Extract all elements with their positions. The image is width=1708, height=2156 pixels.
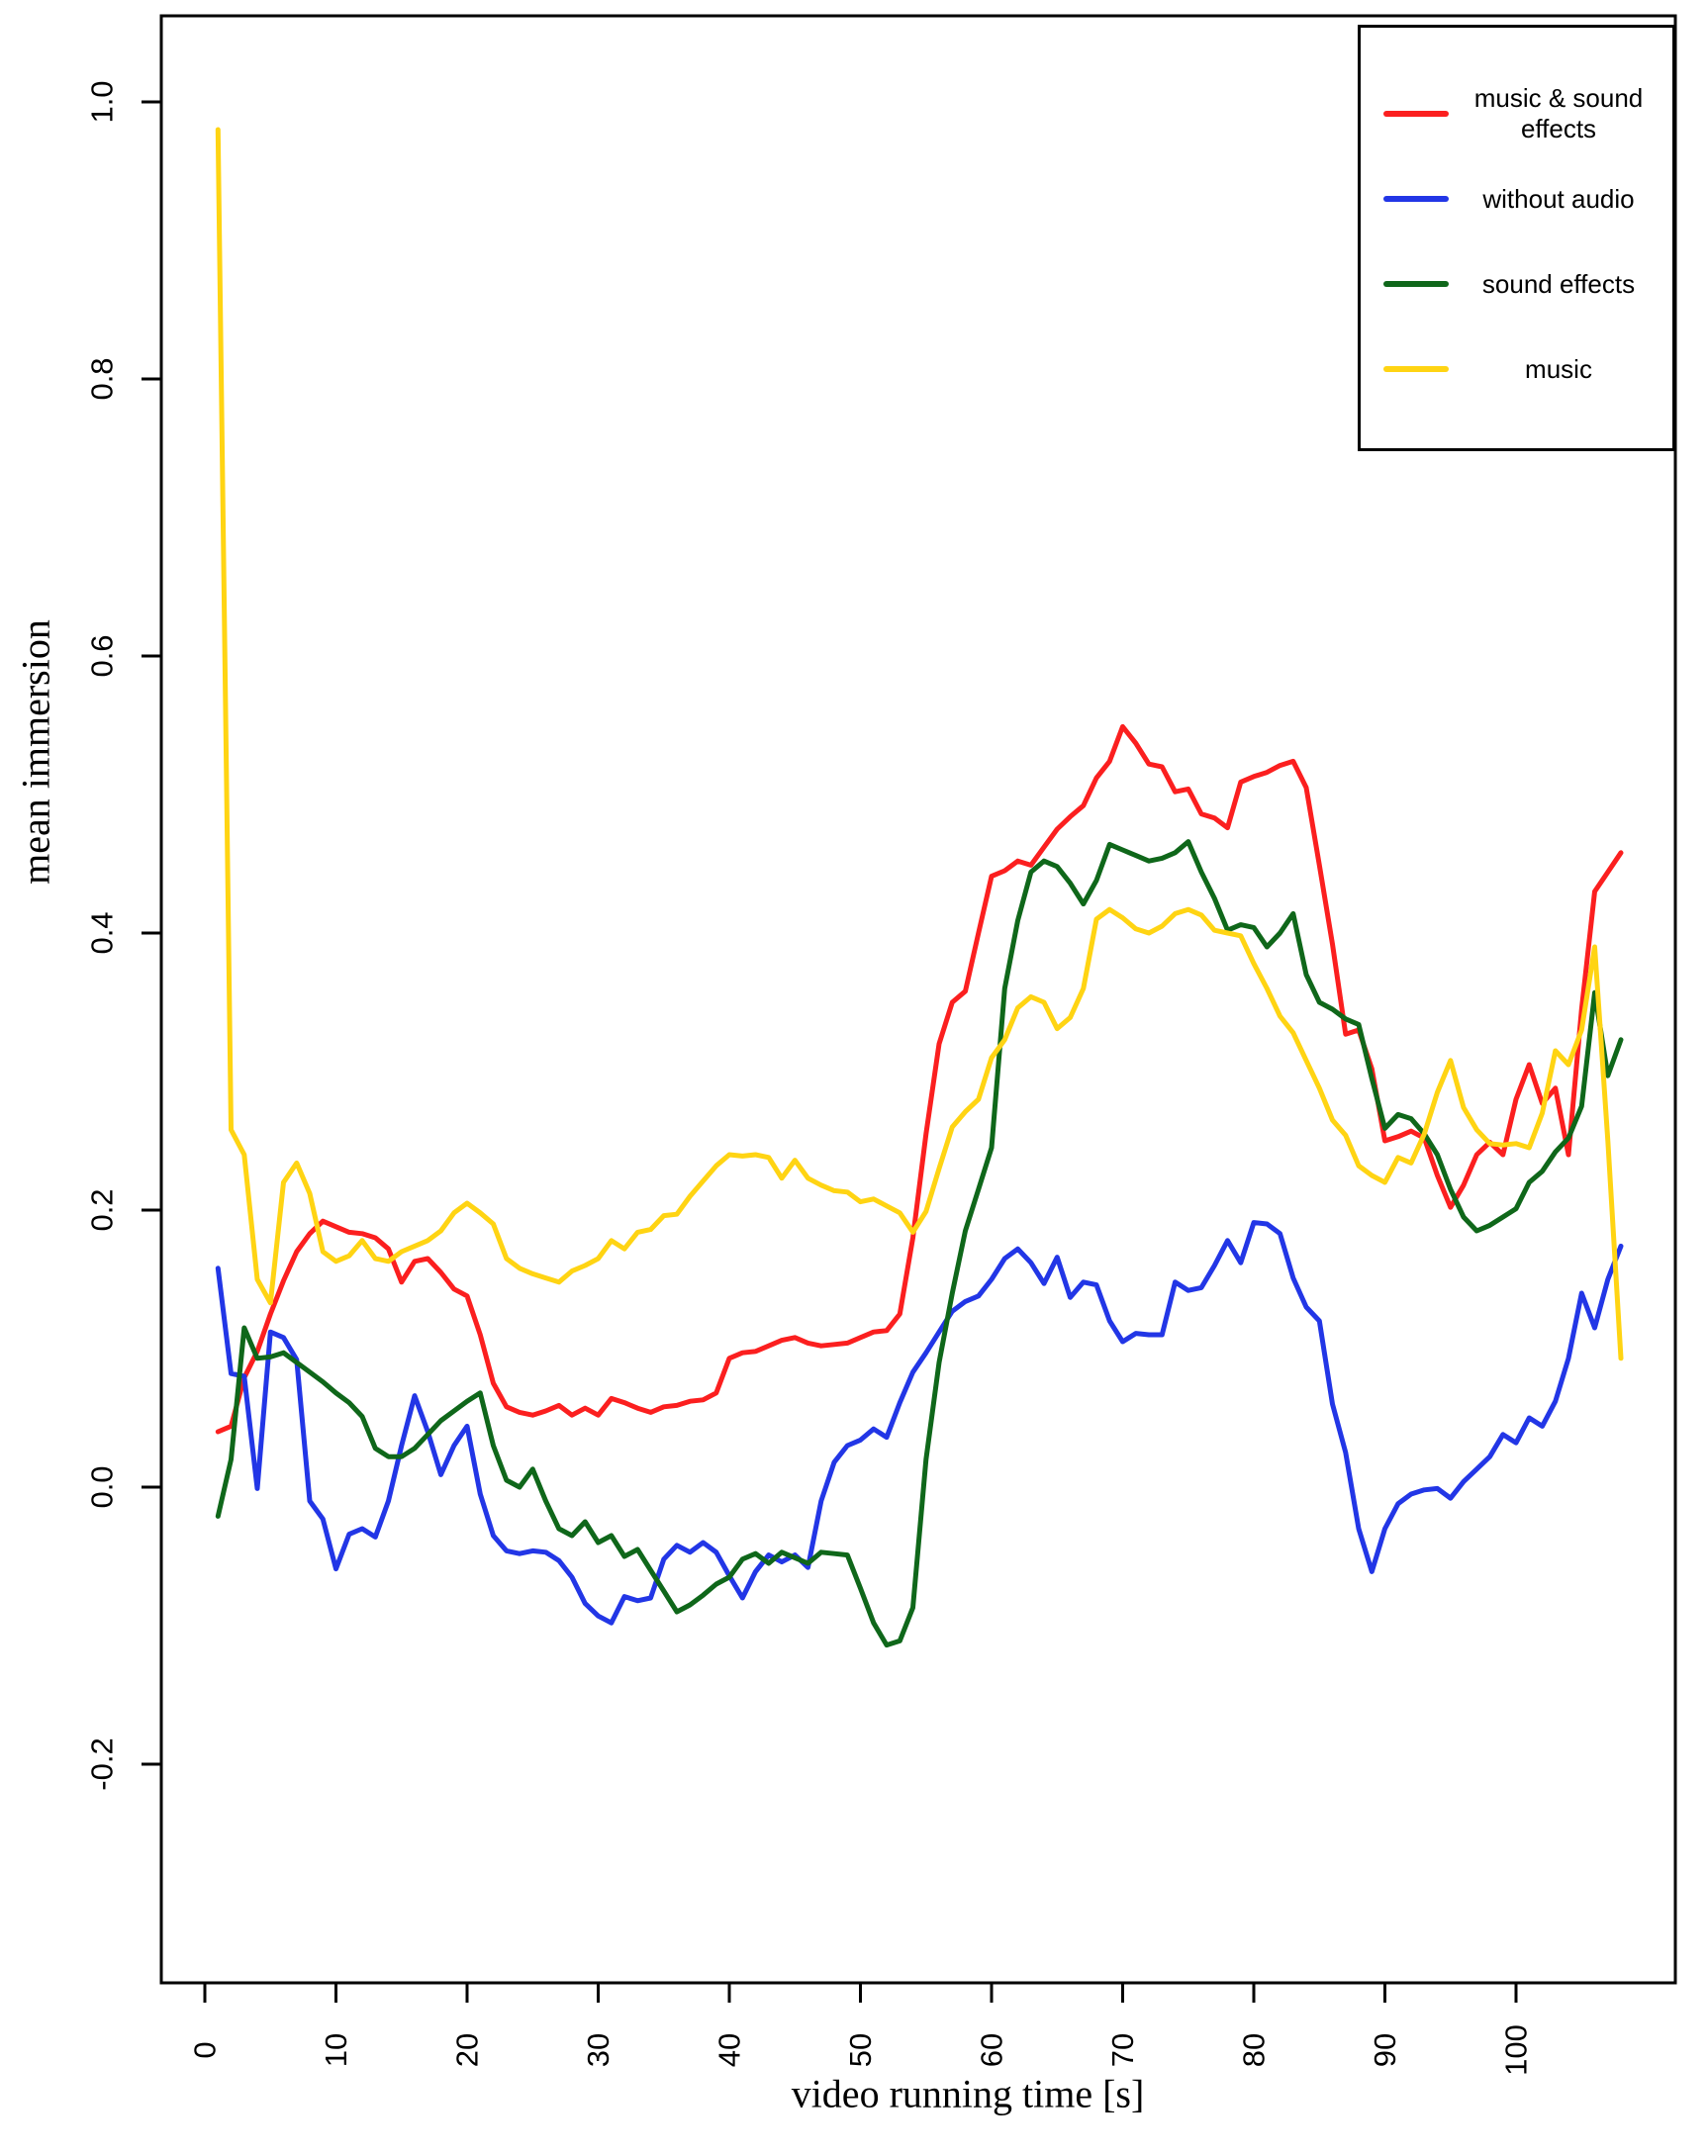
legend-item: music (1361, 354, 1672, 384)
svg-text:90: 90 (1368, 2033, 1402, 2067)
svg-text:40: 40 (712, 2033, 747, 2067)
svg-text:60: 60 (975, 2033, 1009, 2067)
svg-text:30: 30 (581, 2033, 616, 2067)
svg-text:10: 10 (319, 2033, 353, 2067)
svg-text:100: 100 (1499, 2024, 1534, 2076)
svg-text:70: 70 (1105, 2033, 1140, 2067)
legend-swatch (1383, 111, 1449, 117)
legend-item-label: sound effects (1481, 268, 1636, 299)
svg-text:1.0: 1.0 (85, 80, 120, 123)
legend-item: music & sound effects (1361, 83, 1672, 143)
svg-text:0.0: 0.0 (85, 1465, 120, 1508)
x-axis-title: video running time [s] (791, 2071, 1145, 2116)
legend-swatch (1383, 281, 1449, 287)
legend-item: without audio (1361, 184, 1672, 214)
legend-item-label: music & sound effects (1473, 83, 1644, 143)
y-axis-title: mean immersion (13, 619, 58, 885)
svg-text:80: 80 (1237, 2033, 1272, 2067)
svg-text:0.4: 0.4 (85, 911, 120, 954)
svg-text:0.6: 0.6 (85, 634, 120, 677)
svg-text:-0.2: -0.2 (85, 1737, 120, 1790)
svg-text:0.2: 0.2 (85, 1188, 120, 1231)
legend-item-label: music (1525, 353, 1592, 384)
legend-swatch (1383, 196, 1449, 202)
legend-item: sound effects (1361, 269, 1672, 299)
svg-text:20: 20 (450, 2033, 485, 2067)
svg-text:50: 50 (843, 2033, 878, 2067)
svg-text:0: 0 (188, 2041, 223, 2058)
svg-text:0.8: 0.8 (85, 357, 120, 400)
legend-swatch (1383, 366, 1449, 372)
legend-box: music & sound effects without audio soun… (1358, 25, 1675, 451)
legend-item-label: without audio (1482, 183, 1635, 214)
